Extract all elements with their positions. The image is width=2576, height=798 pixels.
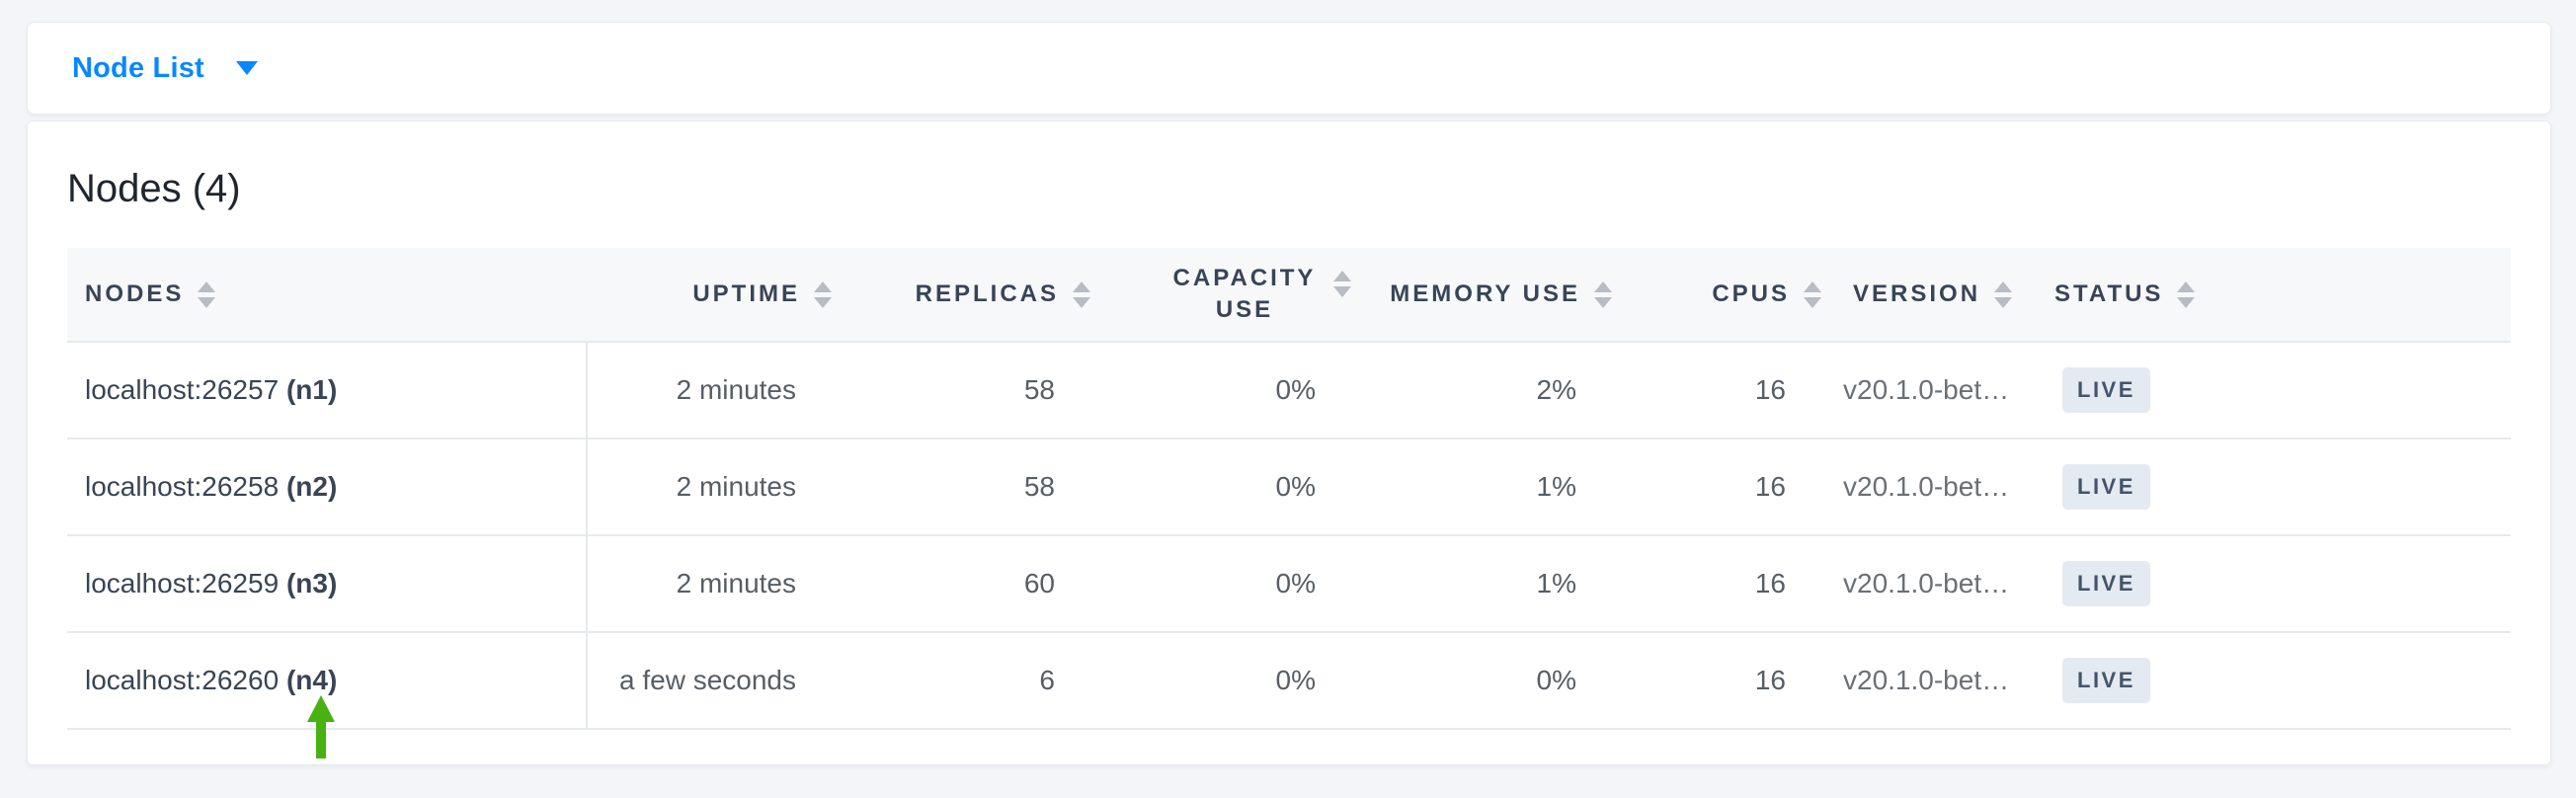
- cpus-cell: 16: [1620, 342, 1829, 439]
- column-label: NODES: [85, 280, 185, 307]
- table-header: NODES UPTIME REPLICAS CAPACITY USE MEMORY US…: [67, 248, 2511, 343]
- view-selector-dropdown[interactable]: Node List: [72, 52, 258, 85]
- column-header-memory-use[interactable]: MEMORY USE: [1359, 248, 1620, 343]
- node-address: localhost:26258: [85, 471, 286, 502]
- table-row: localhost:26260 (n4) a few seconds 6 0% 0% 16…: [67, 632, 2511, 730]
- column-label: REPLICAS: [915, 280, 1059, 307]
- column-header-replicas[interactable]: REPLICAS: [840, 248, 1098, 343]
- column-header-nodes[interactable]: NODES: [67, 248, 587, 343]
- sort-arrows-icon[interactable]: [1804, 280, 1821, 308]
- node-id: (n3): [285, 568, 338, 598]
- column-label: MEMORY USE: [1390, 280, 1580, 307]
- sort-arrows-icon[interactable]: [1333, 270, 1351, 297]
- column-header-cpus[interactable]: CPUS: [1620, 248, 1829, 343]
- replicas-cell: 60: [840, 535, 1098, 633]
- page-title: Nodes (4): [67, 167, 241, 210]
- capacity-use-cell: 0%: [1098, 439, 1359, 536]
- sort-arrows-icon[interactable]: [1994, 280, 2013, 308]
- memory-use-cell: 0%: [1359, 632, 1620, 730]
- node-address-cell: localhost:26257 (n1): [67, 342, 588, 439]
- version-cell: v20.1.0-bet…: [1829, 439, 2031, 536]
- capacity-use-cell: 0%: [1098, 632, 1359, 730]
- version-cell: v20.1.0-bet…: [1829, 632, 2031, 730]
- sort-arrows-icon[interactable]: [2177, 280, 2196, 308]
- node-address-cell: localhost:26258 (n2): [67, 439, 588, 536]
- table-row: localhost:26258 (n2) 2 minutes 58 0% 1% 16 v20…: [67, 439, 2511, 536]
- status-cell: LIVE: [2031, 439, 2511, 536]
- replicas-cell: 6: [840, 632, 1098, 730]
- capacity-use-cell: 0%: [1098, 535, 1359, 633]
- status-badge: LIVE: [2062, 658, 2150, 703]
- memory-use-cell: 1%: [1359, 439, 1620, 536]
- node-id: (n1): [285, 374, 338, 405]
- view-selector-label: Node List: [72, 51, 204, 84]
- node-link[interactable]: localhost:26258 (n2): [85, 471, 337, 502]
- node-address: localhost:26257: [85, 374, 286, 405]
- table-row: localhost:26259 (n3) 2 minutes 60 0% 1% 16 v20…: [67, 535, 2511, 633]
- uptime-cell: 2 minutes: [587, 535, 840, 633]
- node-link[interactable]: localhost:26260 (n4): [85, 665, 337, 695]
- sort-arrows-icon[interactable]: [814, 280, 832, 308]
- column-label: UPTIME: [692, 280, 800, 307]
- capacity-use-cell: 0%: [1098, 342, 1359, 439]
- column-header-version[interactable]: VERSION: [1829, 248, 2031, 343]
- node-link[interactable]: localhost:26257 (n1): [85, 374, 337, 405]
- cpus-cell: 16: [1620, 439, 1829, 536]
- node-id: (n2): [285, 471, 338, 502]
- uptime-cell: a few seconds: [587, 632, 840, 730]
- node-list-table: NODES UPTIME REPLICAS CAPACITY USE MEMORY US…: [67, 248, 2511, 730]
- memory-use-cell: 1%: [1359, 535, 1620, 633]
- column-header-status[interactable]: STATUS: [2031, 248, 2511, 343]
- nodes-card: Nodes (4) NODES UPTIME REPLICAS CAPACITY US…: [27, 120, 2551, 765]
- table-header-row: NODES UPTIME REPLICAS CAPACITY USE MEMORY US…: [67, 248, 2511, 343]
- node-address: localhost:26259: [85, 568, 286, 598]
- column-header-uptime[interactable]: UPTIME: [587, 248, 840, 343]
- node-address: localhost:26260: [85, 665, 286, 695]
- table-row: localhost:26257 (n1) 2 minutes 58 0% 2% 16 v20…: [67, 342, 2511, 439]
- sort-arrows-icon[interactable]: [198, 280, 216, 308]
- view-selector-bar: Node List: [27, 22, 2551, 115]
- uptime-cell: 2 minutes: [587, 342, 840, 439]
- cpus-cell: 16: [1620, 632, 1829, 730]
- cpus-cell: 16: [1620, 535, 1829, 633]
- replicas-cell: 58: [840, 342, 1098, 439]
- table-body: localhost:26257 (n1) 2 minutes 58 0% 2% 16 v20…: [67, 342, 2511, 730]
- chevron-down-icon: [235, 61, 258, 75]
- column-label: VERSION: [1853, 280, 1981, 307]
- status-cell: LIVE: [2031, 535, 2511, 633]
- uptime-cell: 2 minutes: [587, 439, 840, 536]
- column-label: CPUS: [1712, 280, 1790, 307]
- status-badge: LIVE: [2062, 367, 2150, 413]
- status-cell: LIVE: [2031, 632, 2511, 730]
- replicas-cell: 58: [840, 439, 1098, 536]
- node-link[interactable]: localhost:26259 (n3): [85, 568, 337, 598]
- version-cell: v20.1.0-bet…: [1829, 342, 2031, 439]
- status-cell: LIVE: [2031, 342, 2511, 439]
- column-label: STATUS: [2054, 280, 2164, 307]
- version-cell: v20.1.0-bet…: [1829, 535, 2031, 633]
- node-id: (n4): [285, 665, 338, 695]
- node-address-cell: localhost:26259 (n3): [67, 535, 588, 633]
- column-label: CAPACITY USE: [1172, 264, 1317, 323]
- sort-arrows-icon[interactable]: [1073, 280, 1090, 308]
- memory-use-cell: 2%: [1359, 342, 1620, 439]
- status-badge: LIVE: [2062, 561, 2150, 606]
- node-address-cell: localhost:26260 (n4): [67, 632, 588, 730]
- column-header-capacity-use[interactable]: CAPACITY USE: [1098, 248, 1359, 343]
- sort-arrows-icon[interactable]: [1594, 280, 1612, 308]
- status-badge: LIVE: [2062, 464, 2150, 510]
